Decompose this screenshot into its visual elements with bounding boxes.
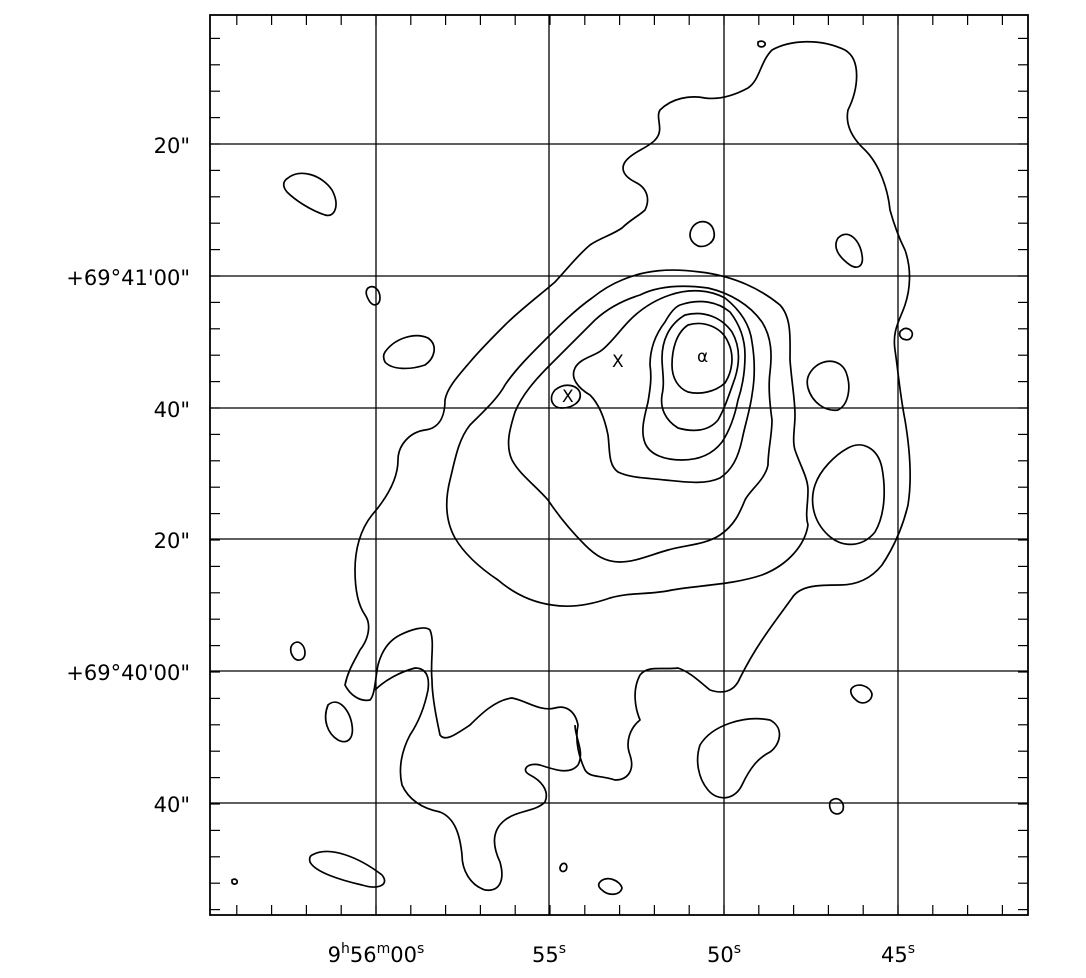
blob-dot-234 bbox=[231, 878, 239, 885]
contour-level-5 bbox=[642, 300, 746, 461]
blob-bottom-left bbox=[308, 850, 386, 888]
contour-level-6 bbox=[660, 312, 740, 432]
blob-left-top bbox=[282, 172, 337, 217]
blob-lower-mid bbox=[696, 717, 781, 799]
contour-level-3 bbox=[507, 285, 773, 563]
blob-right-large bbox=[811, 444, 886, 546]
ra-label-50s: 50s bbox=[707, 941, 741, 967]
ra-axis-labels: 9h56m00s 55s 50s 45s bbox=[328, 941, 915, 967]
blob-dot-563 bbox=[559, 862, 568, 873]
source-x1-marker: X bbox=[612, 352, 624, 372]
blob-right-upper bbox=[835, 233, 864, 268]
blob-lower-right-tiny bbox=[828, 797, 845, 815]
dec-label: 40" bbox=[154, 398, 190, 422]
coordinate-grid bbox=[210, 15, 1028, 915]
blob-lower-right-small bbox=[849, 684, 873, 704]
source-x2-marker: X bbox=[562, 387, 574, 407]
dec-label: +69°40'00" bbox=[66, 661, 190, 685]
dec-axis-labels: 20" +69°41'00" 40" 20" +69°40'00" 40" bbox=[66, 134, 190, 817]
blob-top-right-small bbox=[757, 40, 766, 48]
blob-left-small-296 bbox=[289, 641, 306, 661]
dec-label: 20" bbox=[154, 134, 190, 158]
blob-right-tiny bbox=[898, 327, 914, 341]
blob-right-mid bbox=[806, 360, 850, 412]
contour-level-7 bbox=[671, 322, 733, 394]
blob-692 bbox=[689, 220, 716, 248]
contour-ring-x2 bbox=[550, 384, 582, 409]
ra-label-9h56m00s: 9h56m00s bbox=[328, 941, 425, 967]
ra-label-45s: 45s bbox=[881, 941, 915, 967]
blob-bottom-610 bbox=[597, 877, 623, 896]
source-alpha-marker: α bbox=[697, 347, 708, 367]
source-markers: α X X bbox=[562, 347, 708, 407]
contour-level-4 bbox=[572, 289, 756, 484]
dec-label: +69°41'00" bbox=[66, 266, 190, 290]
dec-label: 40" bbox=[154, 793, 190, 817]
blob-left-mid bbox=[382, 334, 435, 370]
contour-tail bbox=[374, 667, 582, 891]
contours bbox=[231, 40, 914, 896]
ra-label-55s: 55s bbox=[532, 941, 566, 967]
dec-label: 20" bbox=[154, 529, 190, 553]
blob-left-lower bbox=[324, 701, 354, 743]
contour-level-2 bbox=[445, 269, 809, 608]
blob-small-368 bbox=[365, 285, 381, 306]
contour-level-1 bbox=[344, 40, 911, 781]
axis-ticks bbox=[210, 15, 1028, 915]
